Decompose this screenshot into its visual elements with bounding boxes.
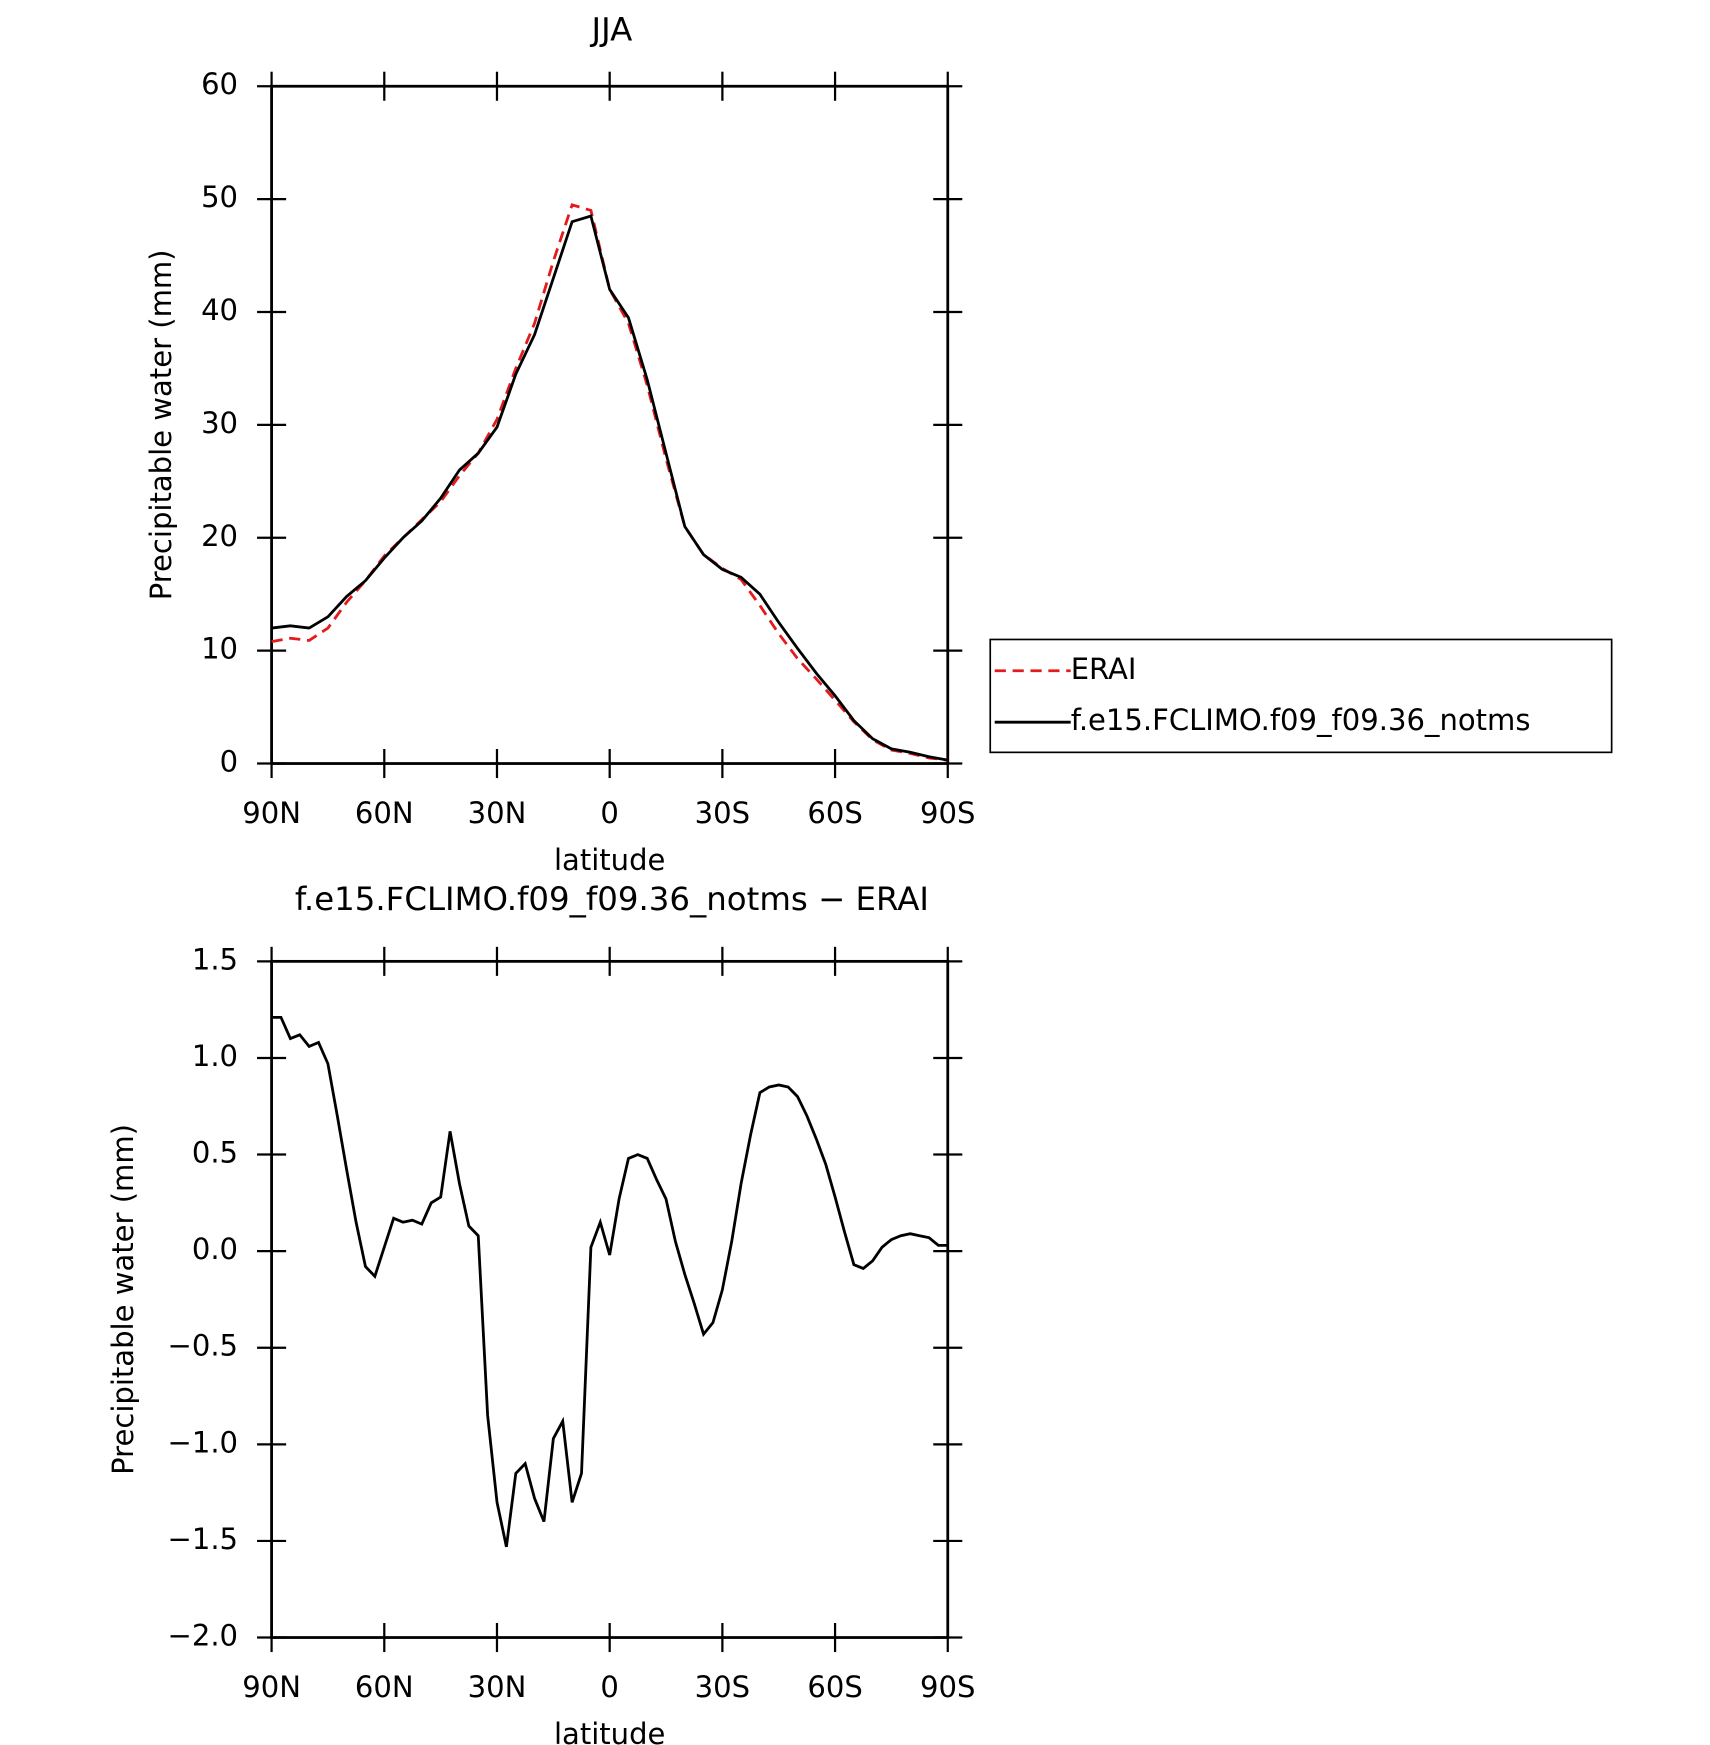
y-tick-label: 30 [201,406,238,440]
x-tick-label: 60S [807,1670,862,1704]
y-axis-label: Precipitable water (mm) [106,1124,140,1475]
y-axis-label: Precipitable water (mm) [144,249,178,600]
x-tick-label: 30S [695,796,750,830]
y-tick-label: 40 [201,293,238,327]
x-tick-label: 30N [468,796,527,830]
y-tick-label: 10 [201,632,238,666]
chart-title: f.e15.FCLIMO.f09_f09.36_notms − ERAI [295,880,929,918]
plot-frame [270,84,950,765]
x-tick-label: 60N [355,796,414,830]
data-line [271,1015,948,1548]
y-tick-label: 0.5 [192,1136,238,1170]
y-tick-label: 1.0 [192,1039,238,1073]
y-tick-label: 60 [201,67,238,101]
x-tick-label: 30N [468,1670,527,1704]
x-tick-label: 60S [807,796,862,830]
y-tick-label: 0.0 [192,1232,238,1266]
x-tick-label: 90N [242,1670,301,1704]
y-tick-label: 20 [201,519,238,553]
x-tick-label: 30S [695,1670,750,1704]
chart-title: JJA [590,10,633,48]
plot-frame [270,959,950,1639]
y-tick-label: −1.5 [168,1522,239,1556]
x-tick-label: 90S [920,796,975,830]
legend-label: ERAI [1071,652,1137,686]
legend-label: f.e15.FCLIMO.f09_f09.36_notms [1071,703,1531,737]
x-tick-label: 90S [920,1670,975,1704]
y-tick-label: 1.5 [192,942,238,976]
x-tick-label: 90N [242,796,301,830]
x-tick-label: 0 [600,1670,618,1704]
legend-box [989,638,1613,754]
x-tick-label: 0 [600,796,618,830]
y-tick-label: −1.0 [168,1425,239,1459]
data-line [271,203,948,762]
data-line [271,214,949,762]
x-tick-label: 60N [355,1670,414,1704]
x-axis-label: latitude [554,1717,665,1745]
y-tick-label: −0.5 [168,1329,239,1363]
y-tick-label: 0 [220,745,238,779]
y-tick-label: 50 [201,180,238,214]
x-axis-label: latitude [554,843,665,877]
y-tick-label: −2.0 [168,1619,239,1653]
